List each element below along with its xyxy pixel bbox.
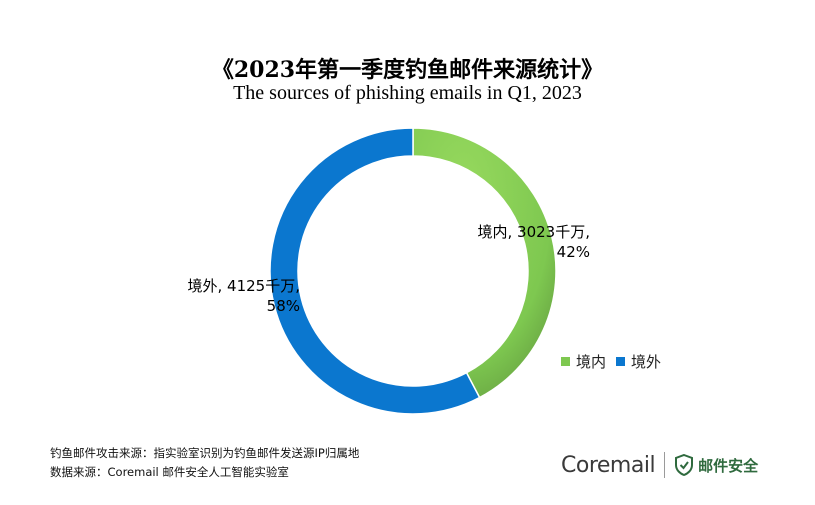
shield-icon — [675, 454, 694, 476]
data-label-domestic-value: 境内, 3023千万, — [477, 223, 590, 241]
logo-brand: Coremail — [561, 452, 656, 478]
legend-item-overseas: 境外 — [616, 351, 661, 372]
legend-item-domestic: 境内 — [561, 351, 606, 372]
legend-swatch-domestic — [561, 357, 570, 366]
data-label-domestic: 境内, 3023千万, 42% — [420, 222, 590, 262]
chart-title: 《2023年第一季度钓鱼邮件来源统计》 — [211, 57, 604, 83]
footnote-source: 数据来源：Coremail 邮件安全人工智能实验室 — [50, 465, 289, 479]
donut-slice-domestic — [412, 127, 557, 399]
logo-product: 邮件安全 — [698, 456, 759, 475]
data-label-domestic-percent: 42% — [556, 243, 590, 261]
donut-slice-overseas — [269, 127, 481, 415]
legend-swatch-overseas — [616, 357, 626, 366]
legend-label-domestic: 境内 — [576, 353, 607, 371]
data-label-overseas-percent: 58% — [266, 297, 300, 315]
data-label-overseas: 境外, 4125千万, 58% — [130, 276, 300, 316]
logo-divider — [664, 452, 666, 478]
chart-subtitle: The sources of phishing emails in Q1, 20… — [233, 82, 582, 104]
data-label-overseas-value: 境外, 4125千万, — [187, 277, 300, 295]
chart-legend: 境内 境外 — [561, 351, 671, 372]
footnote-definition: 钓鱼邮件攻击来源：指实验室识别为钓鱼邮件发送源IP归属地 — [50, 446, 360, 460]
legend-label-overseas: 境外 — [631, 353, 662, 371]
coremail-logo: Coremail 邮件安全 — [561, 452, 758, 478]
